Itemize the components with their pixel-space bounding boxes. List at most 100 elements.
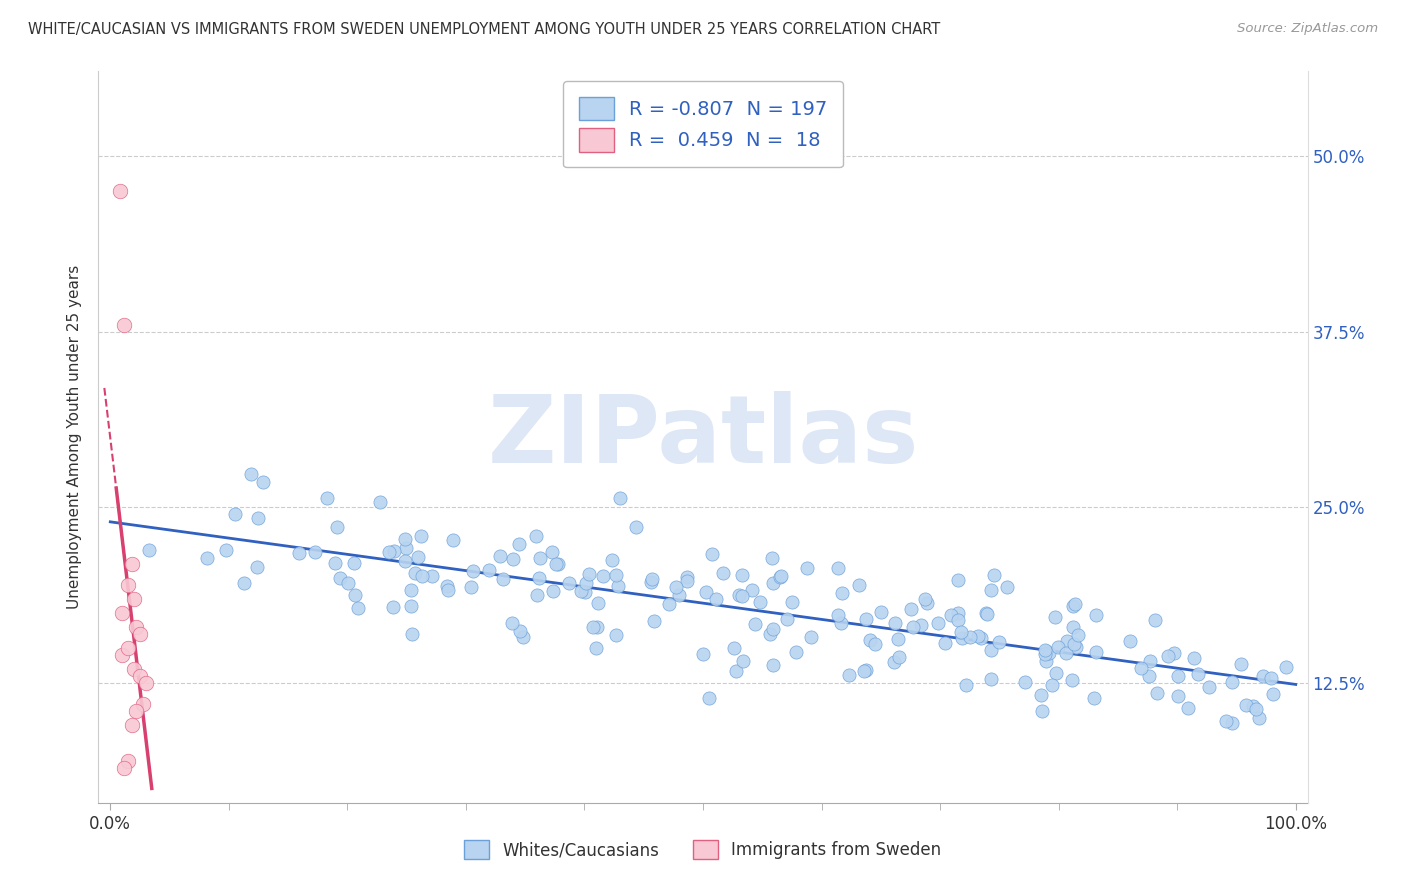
Point	[914, 591, 936, 606]
Point	[1014, 675, 1036, 690]
Point	[1220, 716, 1243, 731]
Point	[1251, 669, 1274, 683]
Point	[741, 583, 763, 598]
Point	[676, 574, 699, 589]
Point	[1260, 671, 1282, 685]
Point	[1031, 688, 1053, 702]
Point	[437, 582, 460, 597]
Point	[512, 631, 534, 645]
Point	[711, 566, 734, 580]
Point	[304, 544, 326, 558]
Point	[641, 573, 664, 587]
Point	[382, 599, 405, 614]
Point	[1045, 665, 1067, 680]
Point	[950, 624, 973, 639]
Point	[1035, 644, 1057, 658]
Point	[114, 761, 136, 775]
Point	[1177, 700, 1199, 714]
Point	[769, 570, 792, 584]
Point	[733, 654, 755, 668]
Point	[1163, 646, 1185, 660]
Point	[700, 547, 723, 561]
Text: ZIPatlas: ZIPatlas	[488, 391, 918, 483]
Point	[111, 648, 134, 662]
Point	[541, 544, 564, 558]
Point	[887, 649, 910, 664]
Point	[121, 557, 143, 571]
Point	[1182, 650, 1205, 665]
Point	[1241, 698, 1264, 713]
Point	[884, 616, 907, 631]
Point	[1033, 647, 1056, 661]
Point	[1085, 644, 1108, 658]
Point	[326, 520, 349, 534]
Point	[605, 628, 627, 642]
Point	[1143, 613, 1166, 627]
Point	[853, 664, 876, 678]
Point	[288, 546, 311, 560]
Point	[246, 511, 269, 525]
Point	[970, 631, 993, 645]
Point	[927, 615, 949, 630]
Point	[544, 558, 567, 572]
Point	[343, 588, 366, 602]
Point	[1220, 675, 1243, 690]
Point	[129, 669, 152, 683]
Point	[910, 617, 932, 632]
Point	[240, 467, 263, 482]
Point	[724, 664, 747, 678]
Point	[125, 620, 148, 634]
Point	[668, 588, 690, 602]
Point	[117, 578, 139, 592]
Point	[1130, 661, 1153, 675]
Point	[624, 519, 647, 533]
Point	[1040, 678, 1063, 692]
Y-axis label: Unemployment Among Youth under 25 years: Unemployment Among Youth under 25 years	[67, 265, 83, 609]
Point	[976, 607, 998, 622]
Point	[946, 613, 969, 627]
Point	[1198, 680, 1220, 694]
Point	[697, 691, 720, 706]
Point	[246, 560, 269, 574]
Point	[995, 580, 1018, 594]
Point	[980, 642, 1002, 657]
Point	[600, 552, 623, 566]
Point	[252, 475, 274, 489]
Point	[900, 601, 922, 615]
Legend: Whites/Caucasians, Immigrants from Sweden: Whites/Caucasians, Immigrants from Swede…	[456, 831, 950, 868]
Point	[121, 718, 143, 732]
Point	[796, 561, 818, 575]
Text: Source: ZipAtlas.com: Source: ZipAtlas.com	[1237, 22, 1378, 36]
Point	[728, 588, 751, 602]
Point	[586, 619, 609, 633]
Point	[323, 557, 346, 571]
Point	[508, 537, 530, 551]
Point	[723, 640, 745, 655]
Point	[731, 590, 754, 604]
Point	[135, 676, 157, 690]
Point	[114, 318, 136, 332]
Point	[1083, 691, 1105, 706]
Point	[1056, 633, 1078, 648]
Point	[1043, 610, 1066, 624]
Text: WHITE/CAUCASIAN VS IMMIGRANTS FROM SWEDEN UNEMPLOYMENT AMONG YOUTH UNDER 25 YEAR: WHITE/CAUCASIAN VS IMMIGRANTS FROM SWEDE…	[28, 22, 941, 37]
Point	[343, 556, 366, 570]
Point	[827, 608, 849, 623]
Point	[460, 580, 482, 594]
Point	[1229, 657, 1251, 671]
Point	[585, 640, 607, 655]
Point	[1038, 646, 1060, 660]
Point	[744, 617, 766, 632]
Point	[578, 567, 600, 582]
Point	[859, 632, 882, 647]
Point	[586, 596, 609, 610]
Point	[491, 572, 513, 586]
Point	[399, 582, 422, 597]
Point	[1047, 640, 1070, 654]
Point	[1146, 686, 1168, 700]
Point	[529, 551, 551, 566]
Point	[848, 578, 870, 592]
Point	[401, 626, 423, 640]
Point	[780, 595, 803, 609]
Point	[946, 574, 969, 588]
